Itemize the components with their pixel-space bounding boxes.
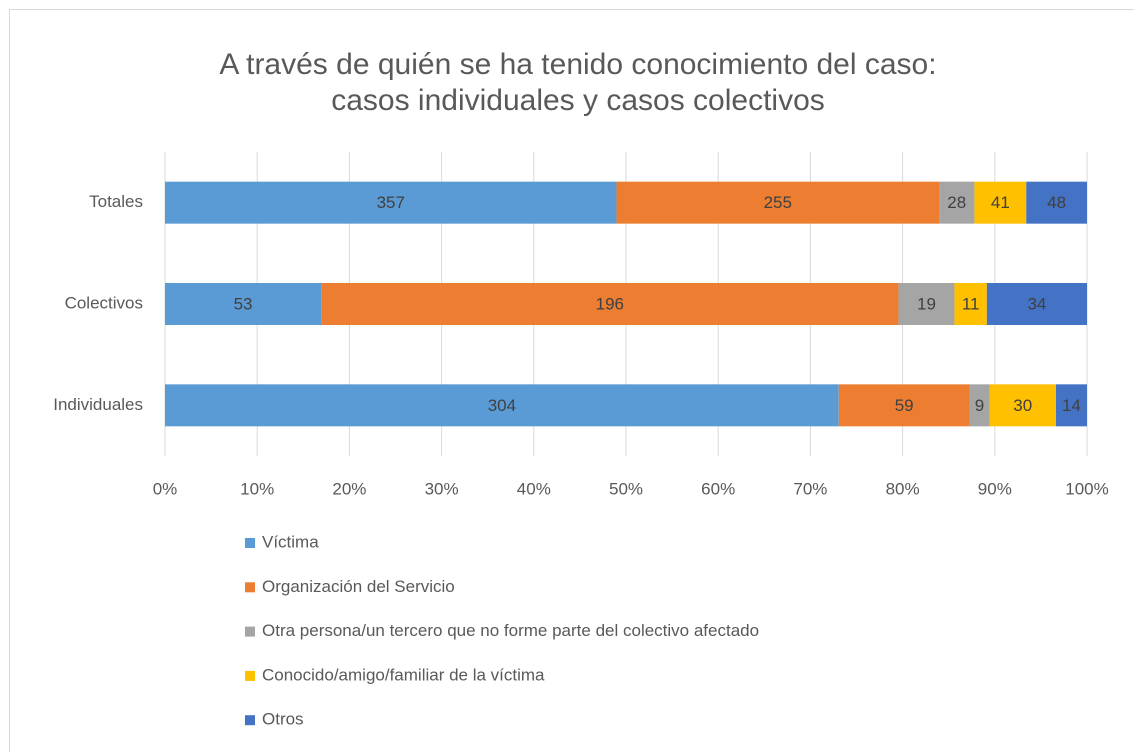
x-tick-label: 90% — [978, 479, 1012, 498]
data-label: 48 — [1047, 193, 1066, 212]
data-label: 19 — [917, 294, 936, 313]
bar-segment — [989, 384, 1056, 427]
y-tick-label: Totales — [89, 192, 143, 211]
x-tick-label: 30% — [425, 479, 459, 498]
bar-segment — [1055, 384, 1087, 427]
data-label: 357 — [377, 193, 405, 212]
legend-label: Víctima — [262, 532, 319, 551]
legend-swatch — [245, 715, 255, 726]
legend-swatch — [245, 538, 255, 548]
x-tick-label: 20% — [332, 479, 366, 498]
data-label: 255 — [764, 193, 792, 212]
x-tick-label: 50% — [609, 479, 643, 498]
data-label: 304 — [488, 396, 516, 415]
data-label: 53 — [234, 294, 253, 313]
bar-segment — [974, 181, 1027, 224]
legend-label: Otros — [262, 710, 304, 729]
bar-segment — [954, 283, 987, 325]
data-label: 30 — [1013, 396, 1032, 415]
legend-label: Conocido/amigo/familiar de la víctima — [262, 665, 545, 684]
bar-segment — [321, 283, 899, 325]
legend-label: Otra persona/un tercero que no forme par… — [262, 621, 759, 640]
x-tick-label: 100% — [1065, 479, 1108, 498]
bar-segment — [165, 181, 617, 224]
legend-swatch — [245, 670, 255, 681]
data-label: 59 — [895, 396, 914, 415]
bar-segment — [165, 283, 322, 325]
data-label: 9 — [975, 396, 984, 415]
legend-swatch — [245, 626, 255, 637]
data-label: 14 — [1062, 396, 1081, 415]
data-label: 196 — [596, 294, 624, 313]
bar-segment — [986, 283, 1087, 325]
bar-segment — [1026, 181, 1087, 224]
bar-segment — [616, 181, 940, 224]
bar-segment — [898, 283, 955, 325]
data-label: 11 — [962, 294, 980, 313]
data-label: 34 — [1027, 294, 1046, 313]
x-tick-label: 40% — [517, 479, 551, 498]
x-tick-label: 70% — [793, 479, 827, 498]
x-tick-label: 0% — [153, 479, 178, 498]
y-tick-label: Colectivos — [65, 293, 143, 312]
legend-swatch — [245, 582, 255, 593]
bar-segment — [969, 384, 990, 427]
data-label: 28 — [947, 193, 966, 212]
x-tick-label: 10% — [240, 479, 274, 498]
chart-title: A través de quién se ha tenido conocimie… — [219, 48, 936, 81]
data-label: 41 — [991, 193, 1010, 212]
chart-title: casos individuales y casos colectivos — [331, 84, 825, 117]
legend-label: Organización del Servicio — [262, 577, 455, 596]
chart-border — [9, 9, 1134, 752]
bar-segment — [939, 181, 975, 224]
bar-segment — [838, 384, 970, 427]
bar-segment — [165, 384, 839, 427]
x-tick-label: 60% — [701, 479, 735, 498]
y-tick-label: Individuales — [53, 395, 143, 414]
x-tick-label: 80% — [886, 479, 920, 498]
